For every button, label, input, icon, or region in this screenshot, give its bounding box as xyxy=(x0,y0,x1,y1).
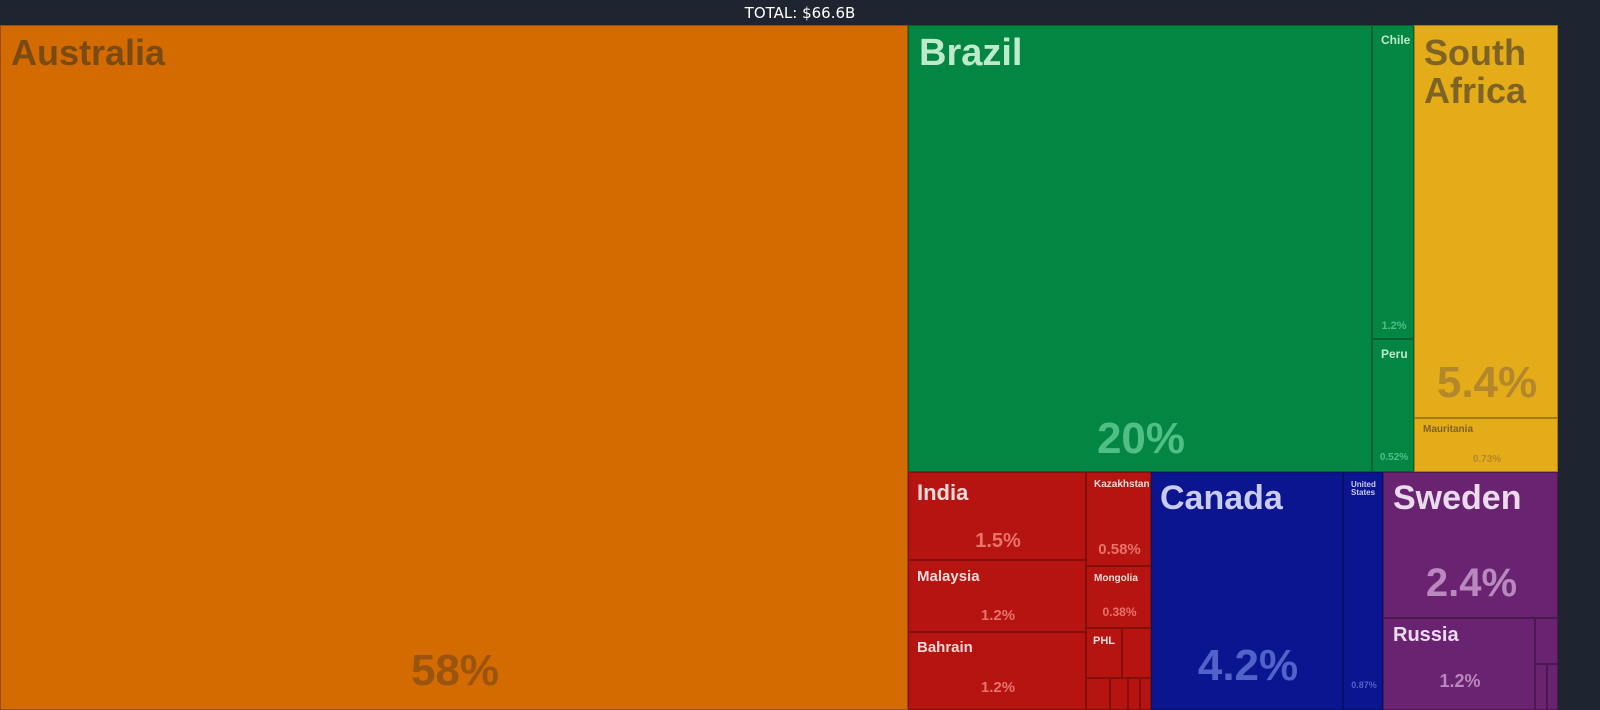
tile-share-south-africa: 5.4% xyxy=(1436,358,1538,407)
tile-minor-7[interactable] xyxy=(1547,664,1558,710)
tile-share-mauritania: 0.73% xyxy=(1472,454,1502,465)
tile-brazil[interactable]: Brazil 20% xyxy=(908,25,1372,472)
tile-minor-3[interactable] xyxy=(1128,678,1140,710)
tile-minor-6[interactable] xyxy=(1535,664,1547,710)
tile-share-mongolia: 0.38% xyxy=(1102,605,1137,619)
tile-label-kazakhstan: Kazakhstan xyxy=(1094,479,1150,490)
tile-mauritania[interactable]: Mauritania 0.73% xyxy=(1414,418,1558,472)
tile-share-sweden: 2.4% xyxy=(1425,561,1518,605)
tile-label-united-states: United States xyxy=(1351,480,1376,498)
tile-label-russia: Russia xyxy=(1393,624,1459,646)
tile-sweden[interactable]: Sweden 2.4% xyxy=(1383,472,1558,618)
tile-label-malaysia: Malaysia xyxy=(917,568,980,585)
tile-bahrain[interactable]: Bahrain 1.2% xyxy=(908,632,1086,710)
tile-share-malaysia: 1.2% xyxy=(980,607,1016,624)
tile-minor-0[interactable] xyxy=(1122,628,1151,678)
tile-kazakhstan[interactable]: Kazakhstan 0.58% xyxy=(1086,472,1151,566)
tile-share-kazakhstan: 0.58% xyxy=(1098,541,1141,558)
tile-share-canada: 4.2% xyxy=(1197,641,1299,690)
tile-share-australia: 58% xyxy=(410,646,500,695)
total-label: TOTAL: $66.6B xyxy=(744,3,856,22)
tile-malaysia[interactable]: Malaysia 1.2% xyxy=(908,560,1086,632)
tile-label-india: India xyxy=(917,480,969,505)
tile-label-peru: Peru xyxy=(1381,347,1408,361)
tile-share-bahrain: 1.2% xyxy=(980,679,1016,696)
tile-label-canada: Canada xyxy=(1160,479,1283,517)
total-header: TOTAL: $66.6B xyxy=(0,0,1600,25)
tile-share-peru: 0.52% xyxy=(1379,452,1409,463)
tile-minor-5[interactable] xyxy=(1535,618,1558,664)
tile-share-brazil: 20% xyxy=(1096,414,1186,463)
tile-south-africa[interactable]: South Africa 5.4% xyxy=(1414,25,1558,418)
tile-minor-4[interactable] xyxy=(1140,678,1151,710)
tile-share-india: 1.5% xyxy=(975,530,1021,552)
tile-mongolia[interactable]: Mongolia 0.38% xyxy=(1086,566,1151,628)
treemap-chart: Australia 58% Brazil 20% Chile 1.2% Peru 0.52% S… xyxy=(0,25,1600,710)
tile-india[interactable]: India 1.5% xyxy=(908,472,1086,560)
tile-share-russia: 1.2% xyxy=(1439,671,1481,691)
tile-minor-1[interactable] xyxy=(1086,678,1110,710)
tile-label-sweden: Sweden xyxy=(1393,479,1522,517)
tile-phl[interactable]: PHL xyxy=(1086,628,1122,678)
tile-label-phl: PHL xyxy=(1093,635,1115,647)
tile-chile[interactable]: Chile 1.2% xyxy=(1372,25,1414,339)
tile-label-bahrain: Bahrain xyxy=(917,639,973,656)
tile-label-australia: Australia xyxy=(11,32,166,73)
tile-share-chile: 1.2% xyxy=(1381,320,1407,332)
tile-russia[interactable]: Russia 1.2% xyxy=(1383,618,1535,710)
tile-label-south-africa: South Africa xyxy=(1424,32,1527,111)
tile-label-chile: Chile xyxy=(1381,33,1411,47)
tile-united-states[interactable]: United States 0.87% xyxy=(1343,472,1383,710)
tile-label-brazil: Brazil xyxy=(919,32,1023,74)
tile-canada[interactable]: Canada 4.2% xyxy=(1151,472,1343,710)
tile-minor-2[interactable] xyxy=(1110,678,1128,710)
tile-australia[interactable]: Australia 58% xyxy=(0,25,908,710)
tile-peru[interactable]: Peru 0.52% xyxy=(1372,339,1414,472)
tile-label-mongolia: Mongolia xyxy=(1094,573,1138,584)
tile-label-mauritania: Mauritania xyxy=(1423,424,1474,435)
tile-share-united-states: 0.87% xyxy=(1351,680,1377,690)
